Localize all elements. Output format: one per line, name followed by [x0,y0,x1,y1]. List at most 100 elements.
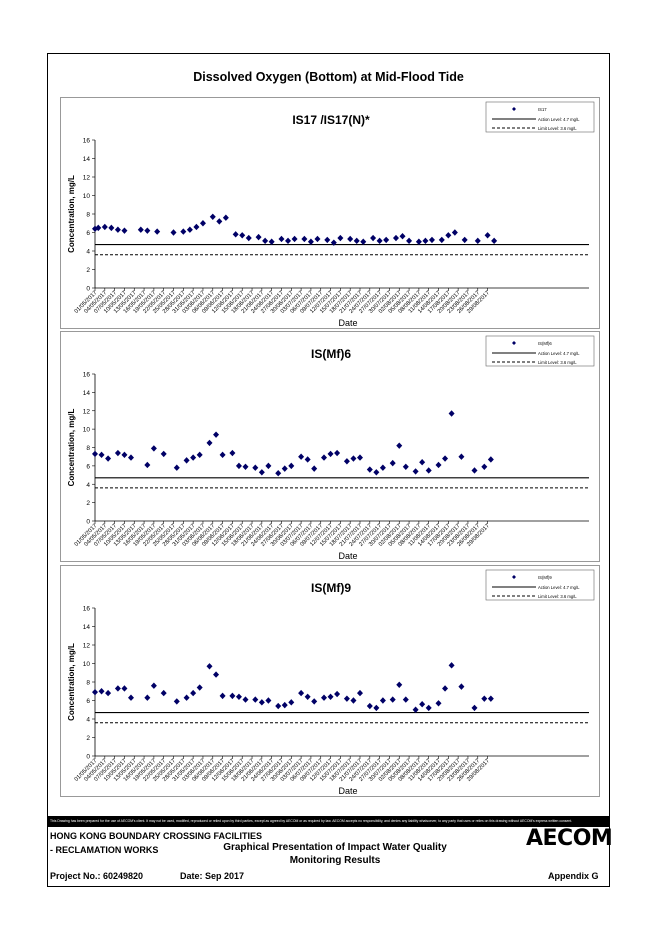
data-point [206,439,213,447]
data-point [304,456,311,463]
data-point [425,704,432,712]
y-axis-title: Concentration, mg/L [67,409,76,487]
data-point [127,454,134,461]
data-point [105,689,112,697]
drawing-title: Graphical Presentation of Impact Water Q… [180,841,490,867]
data-point [484,232,491,239]
data-point [491,237,498,245]
data-point [193,223,200,231]
data-point [356,454,363,461]
data-point [275,470,282,477]
y-tick-label: 4 [86,482,90,489]
data-point [219,692,226,700]
chart-panel-ismf9: IS(Mf)9 0 2 4 6 8 10 12 14 16 01/05/2017 04/05/2017… [60,565,600,797]
data-point [334,690,341,698]
data-point [392,234,399,242]
chart-title: IS17 /IS17(N)* [292,113,370,127]
data-point [242,696,249,703]
data-point [304,693,311,700]
y-tick-label: 10 [83,193,91,200]
data-point [402,463,409,470]
data-point [435,461,442,469]
data-point [356,689,363,697]
data-point [150,445,157,452]
data-point [183,457,190,464]
y-tick-label: 12 [83,408,91,415]
data-point [239,232,246,239]
data-point [373,704,380,712]
data-point [144,461,151,469]
data-point [206,663,213,670]
data-point [337,234,344,242]
data-point [173,464,180,471]
data-point [219,451,226,459]
data-point [285,237,292,245]
data-point [114,226,121,233]
data-point [209,213,216,220]
y-tick-label: 14 [83,156,91,163]
data-point [288,462,295,470]
legend-action-label: Action Level: 4.7 mg/L [538,585,580,590]
data-point [350,697,357,704]
y-tick-label: 8 [86,212,90,219]
data-point [298,689,305,697]
y-tick-label: 14 [83,390,91,397]
legend-series-label: IS(Mf)6 [538,341,552,346]
project-line-1: HONG KONG BOUNDARY CROSSING FACILITIES [50,831,263,841]
y-tick-label: 0 [86,519,90,526]
data-point [229,692,236,700]
data-point [442,685,449,692]
data-point [216,218,223,225]
data-point [98,688,105,695]
data-point [343,458,350,465]
figure-title: Dissolved Oxygen (Bottom) at Mid-Flood T… [193,70,464,84]
data-point [370,234,377,242]
data-point [451,229,458,236]
data-point [121,451,128,459]
data-point [105,455,112,462]
data-point [399,233,406,240]
data-point [481,695,488,702]
legend-series-label: IS17 [538,107,547,112]
data-point [379,697,386,704]
data-point [471,467,478,474]
y-tick-label: 4 [86,717,90,724]
data-point [265,697,272,704]
data-point [314,235,321,243]
data-point [412,706,419,713]
data-point [448,662,455,669]
chart-title: IS(Mf)9 [311,581,351,595]
drawing-date: Date: Sep 2017 [180,871,245,881]
data-point [180,228,187,235]
data-point [252,464,259,471]
data-point [458,683,465,690]
legend-limit-label: Limit Level: 3.6 mg/L [538,126,577,131]
data-point [235,693,242,700]
data-point [311,465,318,472]
data-point [389,696,396,703]
data-point [160,450,167,458]
y-axis-title: Concentration, mg/L [67,643,76,721]
data-point [412,468,419,475]
project-number: Project No.: 60249820 [50,871,144,881]
data-point [425,467,432,474]
data-point [144,694,151,701]
legend-marker [512,341,516,345]
data-point [396,442,403,449]
legend-limit-label: Limit Level: 3.6 mg/L [538,360,577,365]
data-point [448,410,455,417]
data-point [301,235,308,243]
data-point [327,693,334,700]
legend-limit-label: Limit Level: 3.6 mg/L [538,594,577,599]
data-point [487,695,494,702]
drawing-title-line-1: Graphical Presentation of Impact Water Q… [223,842,447,853]
chart-is17: IS17 /IS17(N)*024681012141601/05/201704/… [67,101,595,328]
data-point [252,696,259,703]
data-point [245,234,252,242]
y-tick-label: 10 [83,427,91,434]
data-point [435,700,442,707]
y-tick-label: 2 [86,267,90,274]
data-point [121,685,128,692]
data-point [487,456,494,463]
data-point [311,698,318,705]
